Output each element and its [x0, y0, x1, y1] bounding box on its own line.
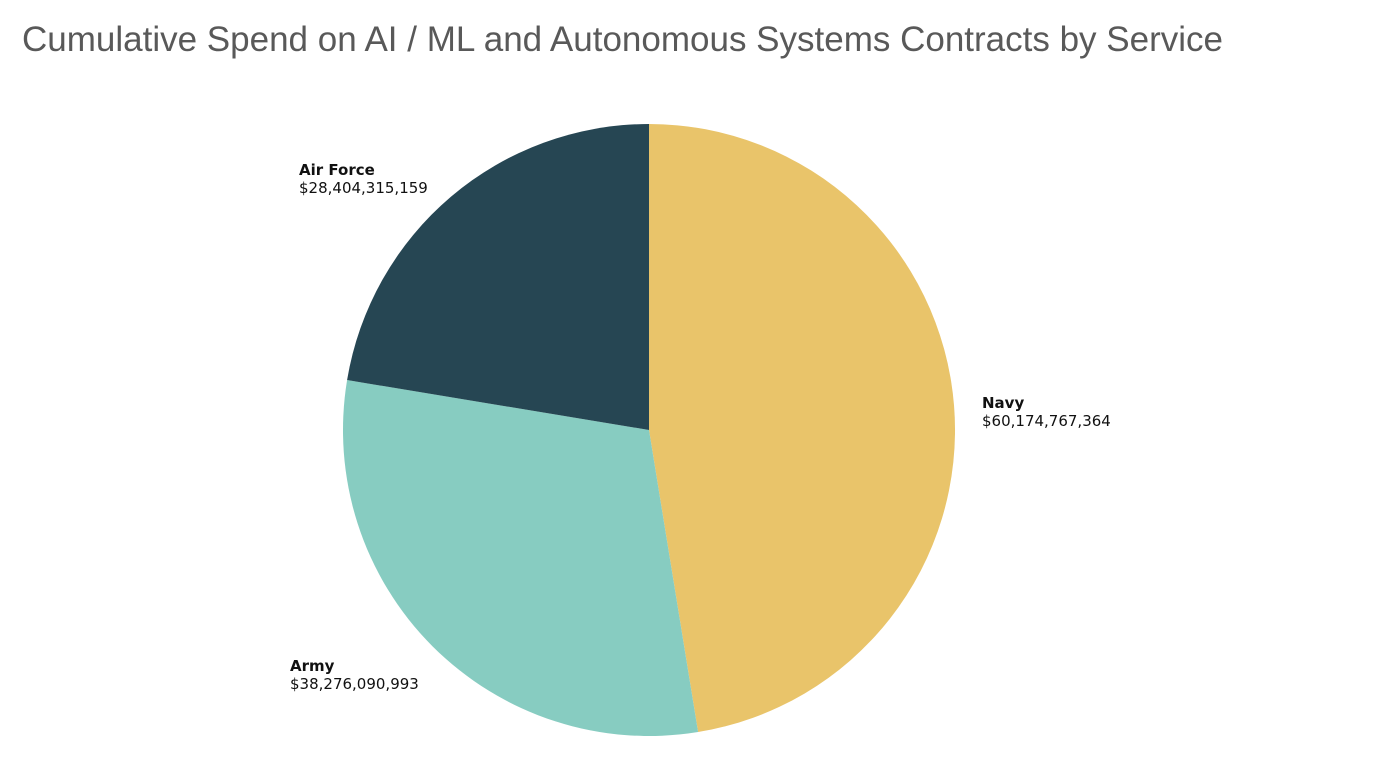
slice-label-air-force: Air Force [299, 161, 375, 179]
chart-title: Cumulative Spend on AI / ML and Autonomo… [22, 20, 1223, 59]
slice-value-air-force: $28,404,315,159 [299, 179, 428, 197]
pie-slice-navy [649, 124, 956, 733]
pie-slice-army [342, 380, 699, 737]
pie-slice-air-force [347, 124, 649, 430]
slice-value-navy: $60,174,767,364 [982, 412, 1111, 430]
slice-value-army: $38,276,090,993 [290, 675, 419, 693]
slice-label-navy: Navy [982, 394, 1024, 412]
slice-label-army: Army [290, 657, 335, 675]
